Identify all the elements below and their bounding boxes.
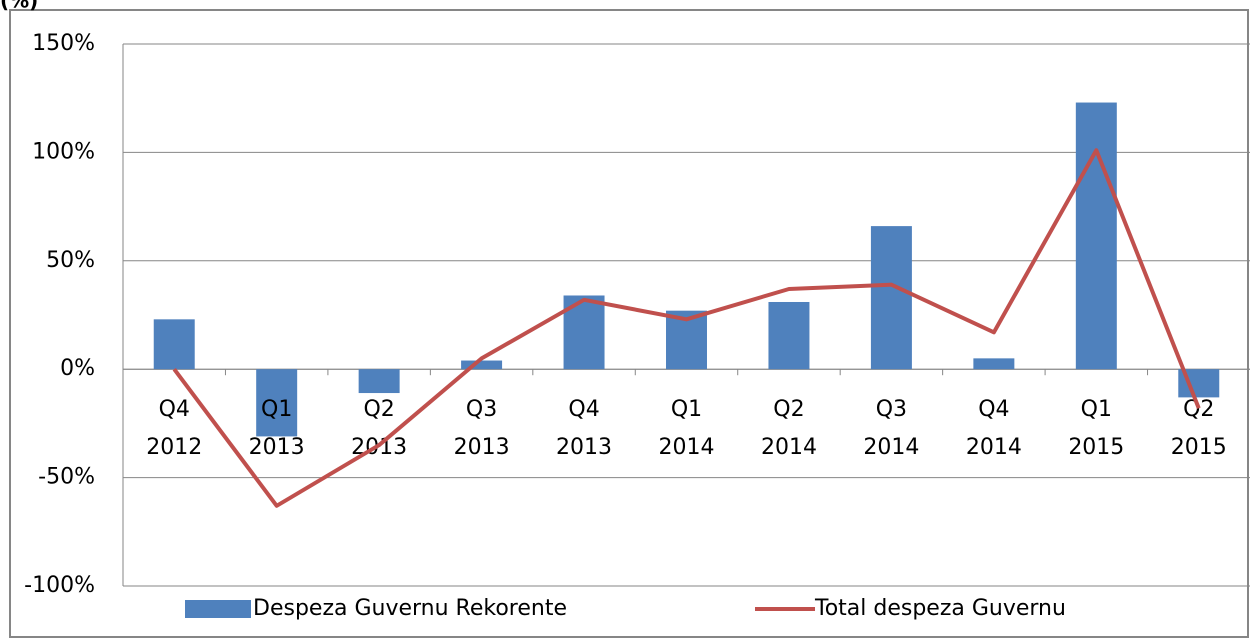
y-tick-label: 0% bbox=[60, 356, 95, 381]
legend-label: Despeza Guvernu Rekorente bbox=[253, 596, 567, 621]
x-tick-label: Q2 2014 bbox=[761, 397, 817, 460]
chart-frame bbox=[9, 9, 1249, 638]
y-tick-label: 100% bbox=[32, 139, 95, 164]
bar bbox=[358, 369, 400, 394]
y-tick-label: -50% bbox=[38, 465, 95, 490]
legend-swatch bbox=[185, 600, 251, 618]
x-tick-label: Q3 2013 bbox=[454, 397, 510, 460]
y-axis-label: (%) bbox=[0, 0, 38, 13]
bar bbox=[153, 319, 195, 370]
x-tick-label: Q4 2012 bbox=[146, 397, 202, 460]
x-tick-label: Q1 2015 bbox=[1068, 397, 1124, 460]
bar bbox=[1075, 102, 1117, 370]
y-tick-label: 150% bbox=[32, 31, 95, 56]
bar bbox=[973, 358, 1015, 370]
x-tick-label: Q1 2014 bbox=[659, 397, 715, 460]
line bbox=[172, 148, 1201, 508]
x-tick-label: Q4 2014 bbox=[966, 397, 1022, 460]
x-tick-label: Q2 2015 bbox=[1171, 397, 1227, 460]
y-tick-label: 50% bbox=[46, 248, 95, 273]
bar bbox=[461, 360, 503, 370]
y-tick-label: -100% bbox=[24, 573, 95, 598]
x-tick-label: Q3 2014 bbox=[863, 397, 919, 460]
legend-label: Total despeza Guvernu bbox=[814, 596, 1066, 621]
bar bbox=[768, 301, 810, 370]
bar bbox=[256, 369, 298, 437]
x-tick-label: Q1 2013 bbox=[249, 397, 305, 460]
bar bbox=[870, 226, 912, 370]
x-tick-label: Q4 2013 bbox=[556, 397, 612, 460]
